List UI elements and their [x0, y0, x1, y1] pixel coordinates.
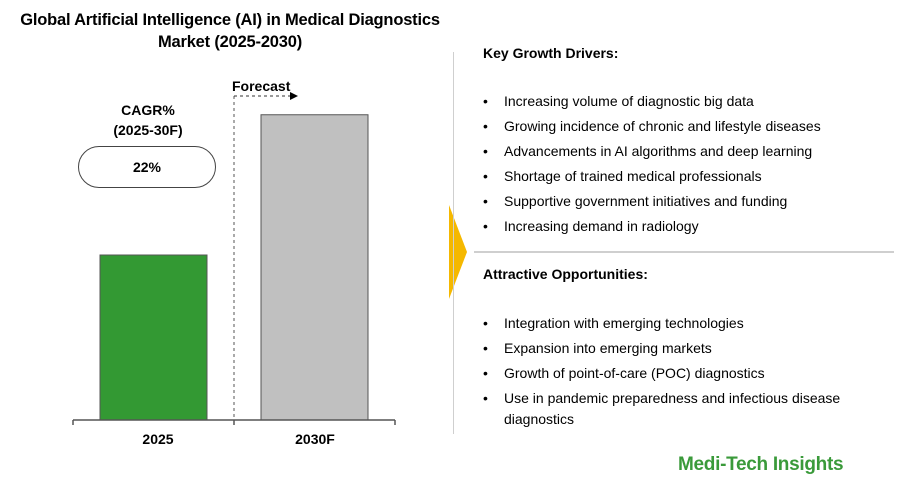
opportunities-section: Attractive Opportunities:: [483, 265, 883, 283]
cagr-value-badge: 22%: [78, 146, 216, 188]
chart-title-line-1: Global Artificial Intelligence (AI) in M…: [20, 11, 440, 29]
driver-item: Advancements in AI algorithms and deep l…: [483, 141, 883, 162]
cagr-label-line-2: (2025-30F): [113, 122, 183, 138]
forecast-label: Forecast: [232, 78, 291, 94]
drivers-section: Key Growth Drivers:: [483, 44, 883, 62]
opportunities-list: Integration with emerging technologies E…: [483, 313, 883, 430]
bar-2030f: [260, 114, 369, 421]
x-tick-label-2030f: 2030F: [295, 431, 335, 447]
section-divider: [474, 251, 894, 253]
driver-item: Increasing volume of diagnostic big data: [483, 91, 883, 112]
opportunities-heading: Attractive Opportunities:: [483, 266, 648, 282]
bar-2025: [99, 254, 208, 421]
opportunities-list-container: Integration with emerging technologies E…: [483, 313, 883, 434]
cagr-value: 22%: [132, 159, 162, 175]
chart-title-line-2: Market (2025-2030): [157, 33, 303, 51]
driver-item: Growing incidence of chronic and lifesty…: [483, 116, 883, 137]
opportunity-item: Integration with emerging technologies: [483, 313, 883, 334]
panel-divider-vertical: [453, 52, 454, 434]
yellow-chevron-icon: [449, 205, 467, 299]
brand-logo: Medi-Tech Insights: [678, 454, 844, 475]
opportunity-item: Use in pandemic preparedness and infecti…: [483, 388, 883, 430]
drivers-list: Increasing volume of diagnostic big data…: [483, 91, 883, 237]
drivers-list-container: Increasing volume of diagnostic big data…: [483, 91, 883, 241]
cagr-label-line-1: CAGR%: [121, 102, 175, 118]
driver-item: Increasing demand in radiology: [483, 216, 883, 237]
opportunity-item: Expansion into emerging markets: [483, 338, 883, 359]
chart-title: Global Artificial Intelligence (AI) in M…: [0, 9, 460, 53]
opportunity-item: Growth of point-of-care (POC) diagnostic…: [483, 363, 883, 384]
drivers-heading: Key Growth Drivers:: [483, 45, 619, 61]
cagr-label: CAGR% (2025-30F): [78, 100, 218, 140]
x-tick-label-2025: 2025: [142, 431, 173, 447]
driver-item: Shortage of trained medical professional…: [483, 166, 883, 187]
driver-item: Supportive government initiatives and fu…: [483, 191, 883, 212]
